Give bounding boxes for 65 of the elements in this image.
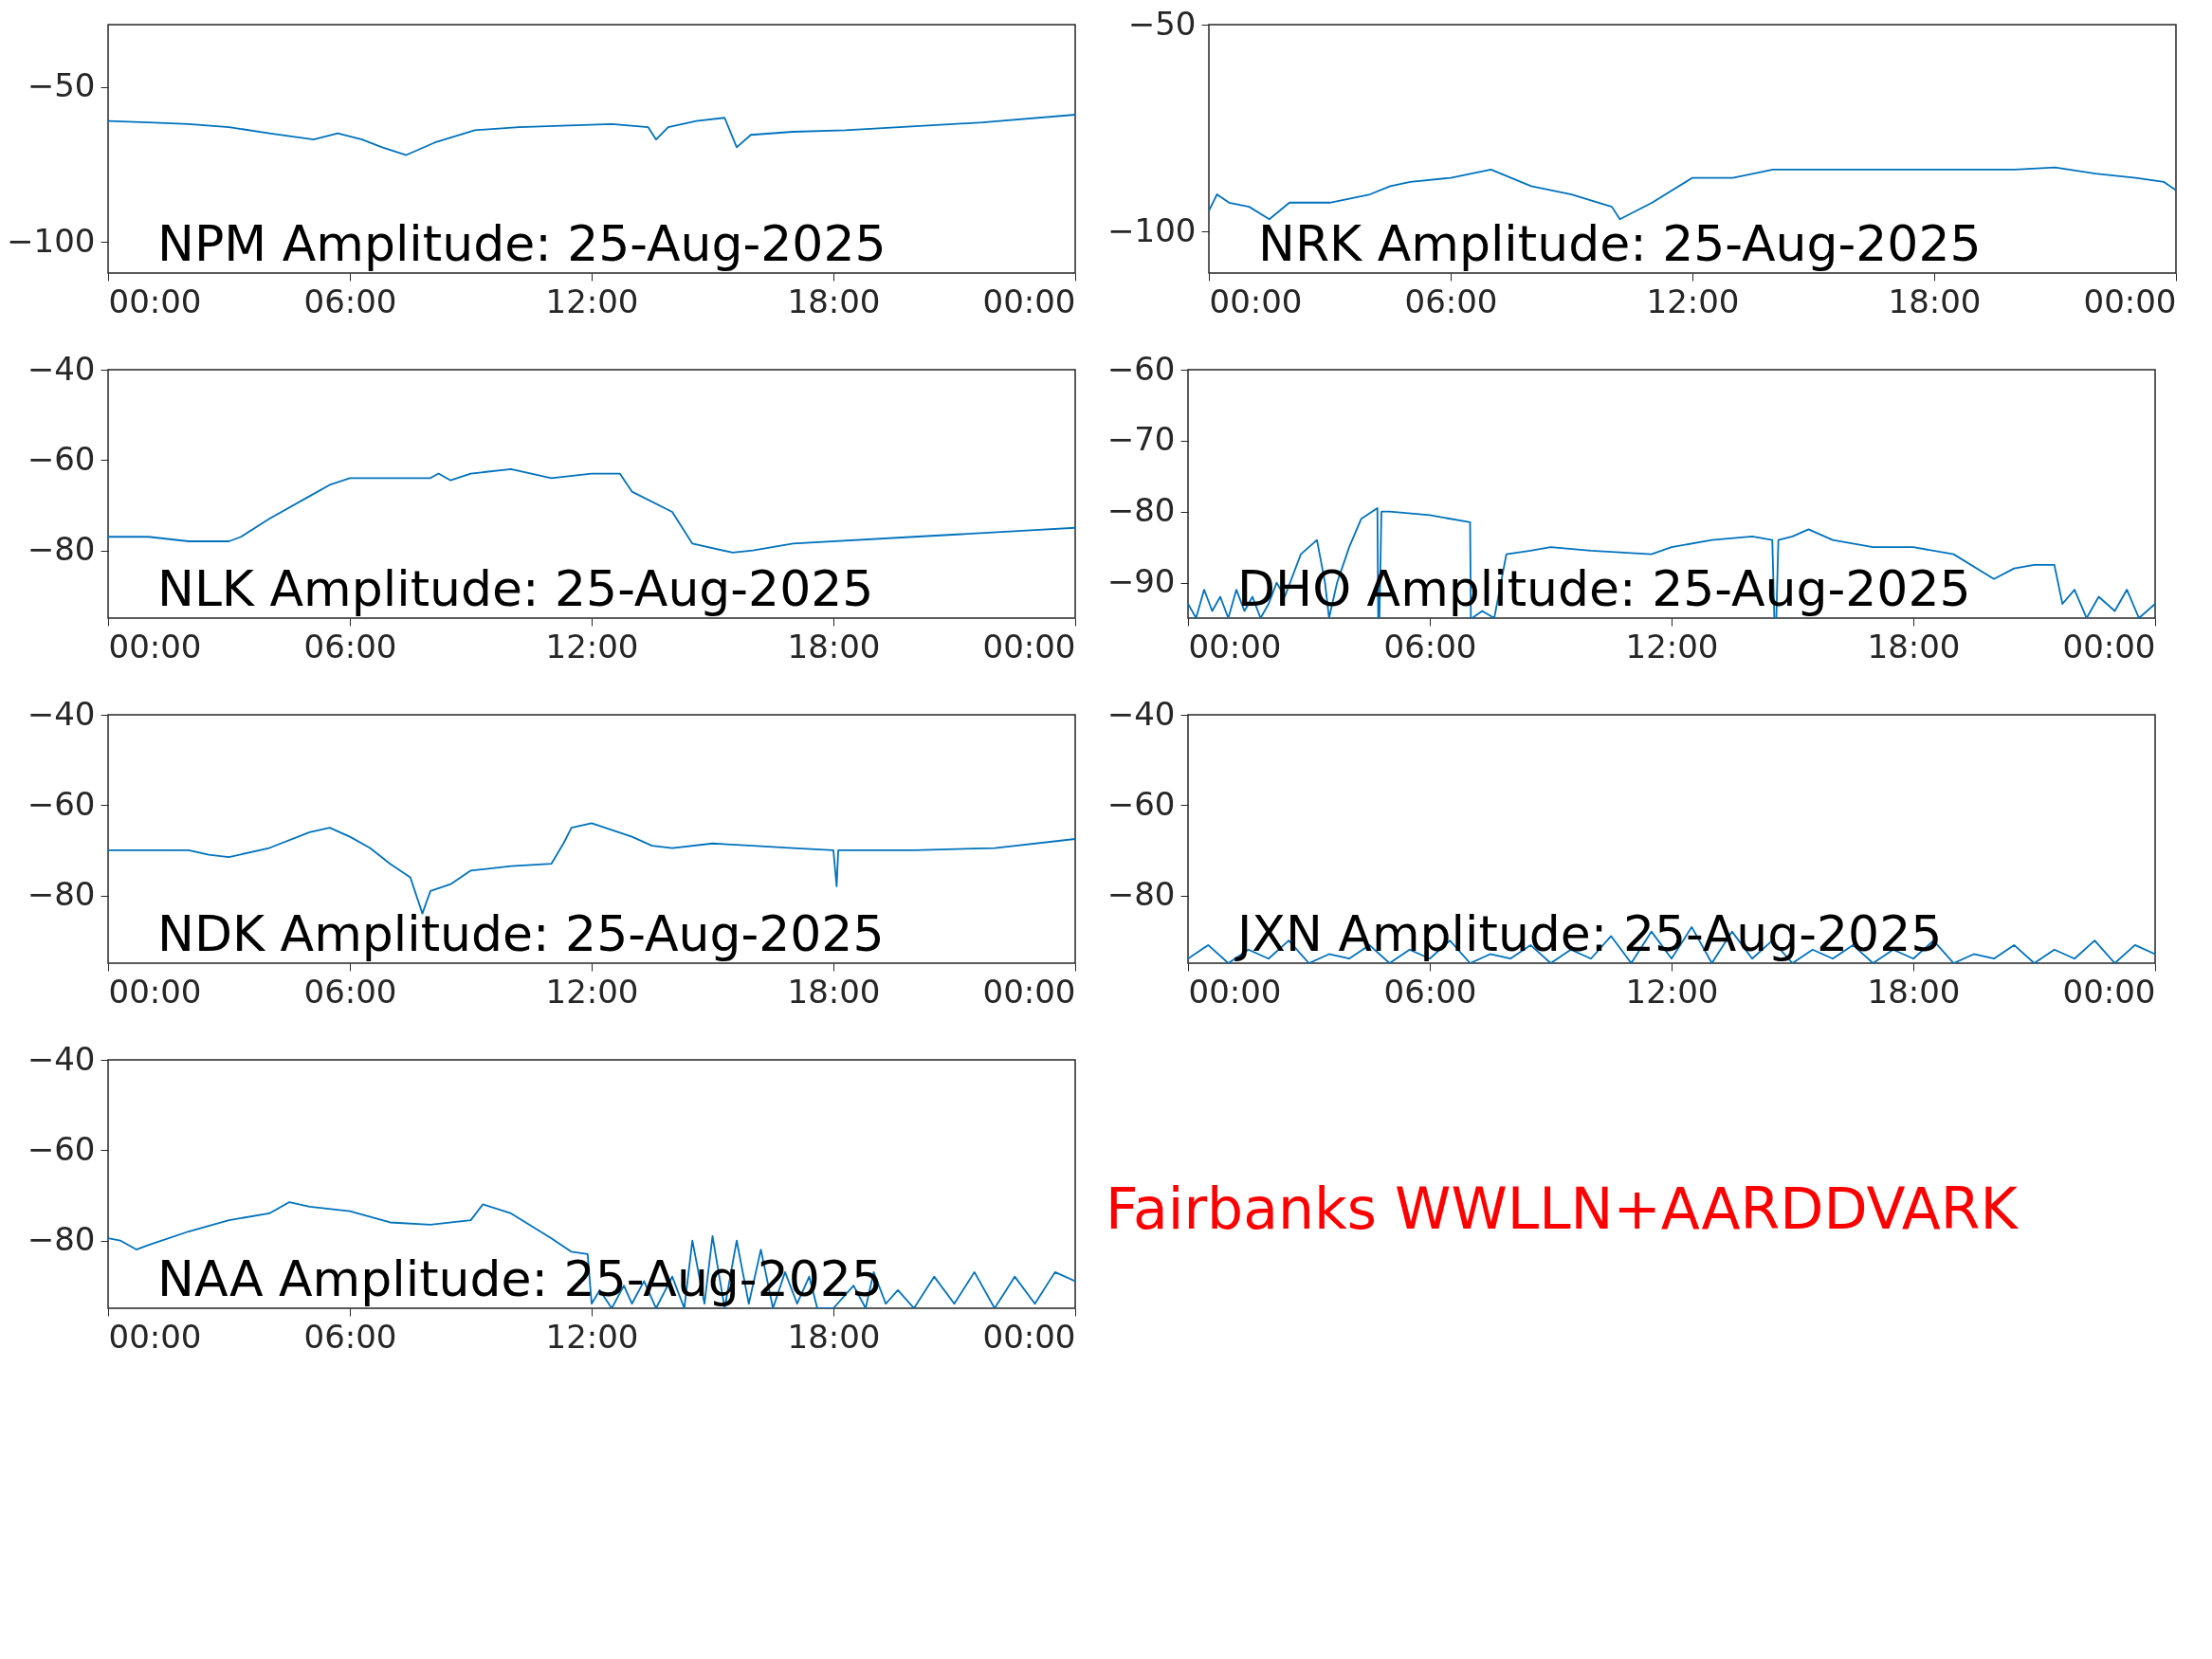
x-tick-label: 00:00 [108, 972, 202, 1011]
x-tick-label: 00:00 [982, 1317, 1076, 1356]
y-tick-label: −40 [27, 1039, 96, 1078]
y-tick-label: −70 [1106, 420, 1176, 459]
x-tick-label: 00:00 [108, 1317, 202, 1356]
text: Fairbanks WWLLN+AARDDVARK [1106, 1176, 2020, 1242]
line-series [108, 822, 1075, 915]
line-series [1209, 166, 2176, 221]
x-tick-label: 06:00 [303, 972, 397, 1011]
x-tick-label: 12:00 [1646, 282, 1740, 320]
y-tick-label: −80 [27, 875, 96, 914]
y-tick-label: −80 [27, 1220, 96, 1259]
y-tick-label: −80 [1106, 491, 1176, 530]
x-tick-label: 18:00 [787, 1317, 881, 1356]
x-tick-label: 12:00 [545, 1317, 639, 1356]
x-tick-label: 00:00 [982, 282, 1076, 320]
text: NPM Amplitude: 25-Aug-2025 [157, 215, 887, 272]
x-tick-label: 18:00 [1867, 972, 1961, 1011]
y-tick-label: −80 [1106, 875, 1176, 914]
x-tick-label: 06:00 [303, 1317, 397, 1356]
x-tick-label: 00:00 [1209, 282, 1303, 320]
x-tick-label: 00:00 [108, 282, 202, 320]
x-tick-label: 06:00 [1404, 282, 1498, 320]
y-tick-label: −40 [27, 349, 96, 388]
x-tick-label: 18:00 [1888, 282, 1982, 320]
x-tick-label: 18:00 [787, 627, 881, 665]
x-tick-label: 00:00 [2062, 627, 2156, 665]
x-tick-label: 12:00 [1625, 972, 1719, 1011]
line-series [108, 114, 1075, 156]
y-tick-label: −40 [27, 694, 96, 733]
x-tick-label: 18:00 [787, 282, 881, 320]
line-series [108, 467, 1075, 554]
x-tick-label: 00:00 [108, 627, 202, 665]
x-tick-label: 12:00 [1625, 627, 1719, 665]
x-tick-label: 06:00 [303, 627, 397, 665]
x-tick-label: 12:00 [545, 627, 639, 665]
text: JXN Amplitude: 25-Aug-2025 [1234, 905, 1943, 962]
x-tick-label: 18:00 [1867, 627, 1961, 665]
x-tick-label: 12:00 [545, 972, 639, 1011]
x-tick-label: 00:00 [2062, 972, 2156, 1011]
y-tick-label: −60 [1106, 349, 1176, 388]
x-tick-label: 06:00 [1383, 972, 1477, 1011]
y-tick-label: −100 [1107, 210, 1197, 249]
y-tick-label: −60 [1106, 784, 1176, 823]
y-tick-label: −60 [27, 439, 96, 478]
x-tick-label: 06:00 [1383, 627, 1477, 665]
y-tick-label: −90 [1106, 562, 1176, 601]
x-tick-label: 12:00 [545, 282, 639, 320]
x-tick-label: 00:00 [1188, 972, 1282, 1011]
x-tick-label: 06:00 [303, 282, 397, 320]
text: NRK Amplitude: 25-Aug-2025 [1258, 215, 1982, 272]
text: NDK Amplitude: 25-Aug-2025 [157, 905, 885, 962]
y-tick-label: −50 [27, 66, 96, 104]
x-tick-label: 00:00 [1188, 627, 1282, 665]
x-tick-label: 00:00 [982, 627, 1076, 665]
y-tick-label: −60 [27, 784, 96, 823]
y-tick-label: −80 [27, 530, 96, 569]
y-tick-label: −100 [7, 221, 96, 260]
x-tick-label: 00:00 [982, 972, 1076, 1011]
y-tick-label: −60 [27, 1129, 96, 1168]
x-tick-label: 00:00 [2083, 282, 2177, 320]
y-tick-label: −50 [1127, 4, 1197, 43]
text: NLK Amplitude: 25-Aug-2025 [157, 560, 874, 617]
x-tick-label: 18:00 [787, 972, 881, 1011]
y-tick-label: −40 [1106, 694, 1176, 733]
